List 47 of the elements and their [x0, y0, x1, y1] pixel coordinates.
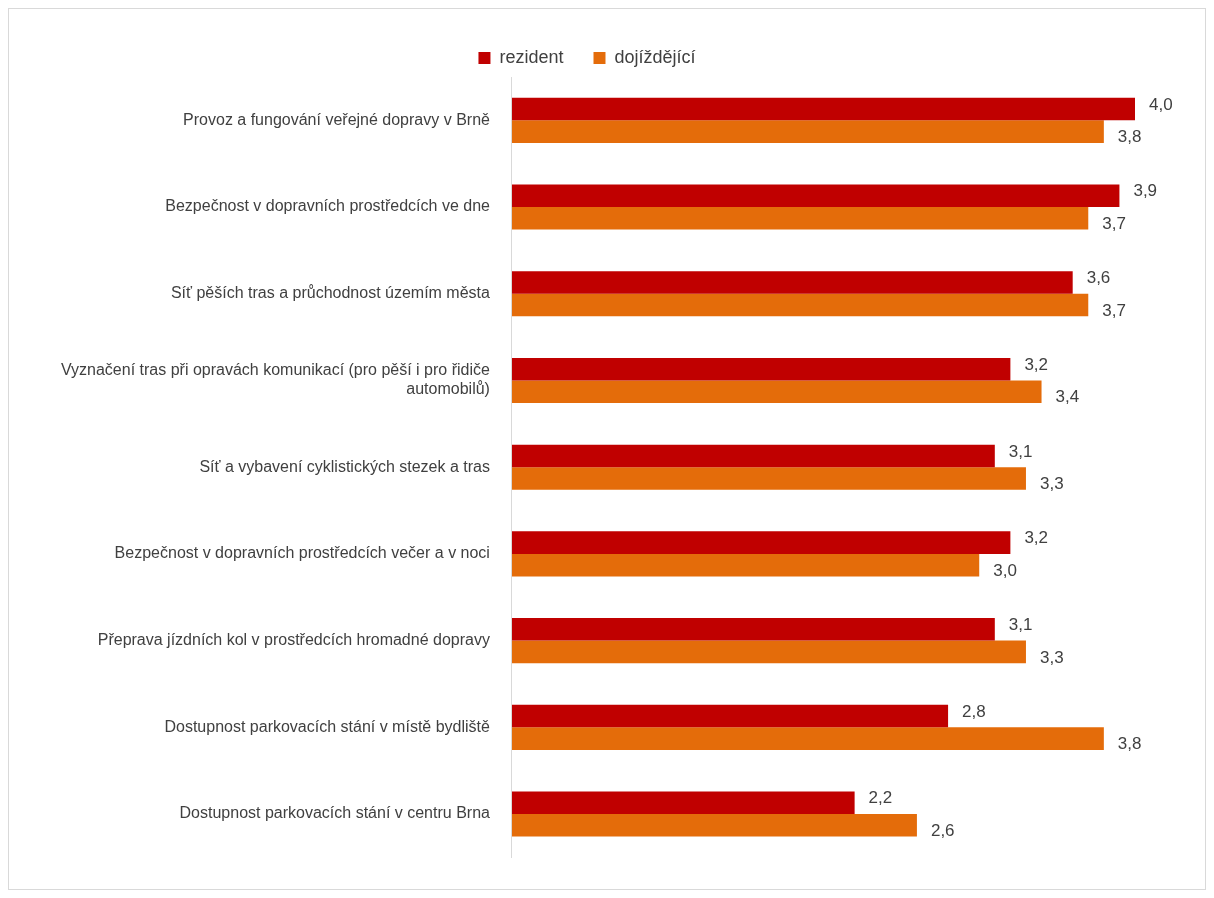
data-label: 3,1: [1008, 615, 1033, 635]
bar: [511, 207, 1089, 230]
data-label: 3,3: [1039, 474, 1064, 494]
bar: [511, 704, 949, 728]
data-label: 3,6: [1086, 268, 1111, 288]
y-tick-label: Dostupnost parkovacích stání v centru Brna: [179, 804, 491, 822]
data-label: 3,3: [1039, 647, 1064, 667]
data-label: 3,7: [1102, 214, 1126, 234]
y-tick-label: Provoz a fungování veřejné dopravy v Brně: [183, 110, 491, 128]
bar: [511, 814, 917, 837]
bar: [511, 727, 1104, 750]
bar: [511, 791, 855, 815]
bar: [511, 293, 1089, 317]
data-label: 3,2: [1024, 528, 1049, 548]
data-label: 4,0: [1149, 94, 1173, 114]
y-tick-label: Síť a vybavení cyklistických stezek a tras: [199, 457, 490, 475]
data-label: 3,4: [1055, 387, 1080, 407]
bar: [511, 618, 995, 641]
y-tick-label: Přeprava jízdních kol v prostředcích hromadné dopravy: [97, 631, 490, 649]
data-label: 2,8: [962, 701, 986, 721]
bar: [511, 640, 1026, 664]
data-label: 2,2: [868, 788, 893, 808]
data-label: 3,9: [1133, 181, 1158, 201]
data-label: 3,7: [1102, 300, 1126, 320]
data-label: 2,6: [930, 821, 955, 840]
bar: [511, 184, 1120, 208]
y-tick-label: Vyznačení tras při opravách komunikací (pro pěší i pro řidiče automobilů): [60, 361, 491, 398]
bar: [511, 531, 1011, 554]
y-tick-label: Bezpečnost v dopravních prostředcích ve dne: [165, 197, 491, 215]
bar: [511, 380, 1042, 404]
data-label: 3,8: [1117, 127, 1142, 147]
y-tick-label: Bezpečnost v dopravních prostředcích večer a v noci: [114, 544, 490, 562]
bar: [511, 271, 1073, 294]
legend-label: dojíždějící: [614, 46, 696, 67]
legend-label: rezident: [499, 46, 564, 67]
bar: [511, 120, 1104, 143]
bar: [511, 357, 1011, 381]
data-label: 3,0: [993, 560, 1017, 580]
bar: [511, 553, 980, 577]
data-label: 3,2: [1024, 354, 1049, 374]
bar: [511, 444, 995, 468]
data-label: 3,8: [1117, 734, 1142, 754]
y-tick-label: Síť pěších tras a průchodnost územím města: [170, 284, 491, 302]
data-label: 3,1: [1008, 441, 1033, 461]
bar: [511, 97, 1135, 121]
y-tick-label: Dostupnost parkovacích stání v místě bydliště: [164, 717, 491, 735]
bar: [511, 467, 1026, 490]
